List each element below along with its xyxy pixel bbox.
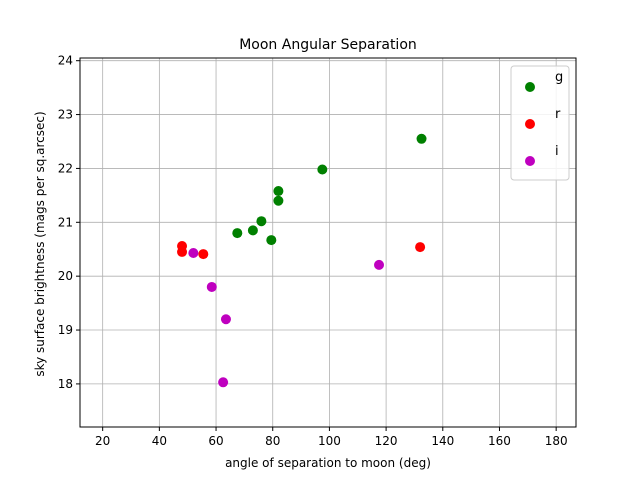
plot-frame (79, 57, 577, 428)
legend: g r i (510, 65, 570, 181)
x-tick-label: 80 (265, 434, 280, 448)
point-g (256, 216, 267, 227)
x-tick-label: 140 (431, 434, 454, 448)
y-tick-label: 20 (58, 269, 73, 283)
y-tick-label: 18 (58, 377, 73, 391)
point-r (415, 242, 426, 253)
x-tick-label: 160 (488, 434, 511, 448)
x-tick-label: 180 (545, 434, 568, 448)
chart-title: Moon Angular Separation (239, 37, 417, 53)
x-tick-label: 120 (375, 434, 398, 448)
point-i (188, 248, 199, 259)
legend-marker-r (525, 119, 535, 129)
point-g (266, 235, 277, 246)
point-i (220, 314, 231, 325)
point-g (416, 133, 427, 144)
point-g (273, 186, 284, 197)
point-g (247, 225, 258, 236)
y-tick-label: 19 (58, 323, 73, 337)
point-i (206, 281, 217, 292)
legend-label-g: g (555, 70, 563, 85)
point-g (317, 164, 328, 175)
point-g (273, 195, 284, 206)
x-tick-label: 60 (208, 434, 223, 448)
legend-box (510, 65, 570, 181)
point-r (198, 249, 209, 260)
x-tick-label: 100 (318, 434, 341, 448)
legend-marker-i (525, 156, 535, 166)
data-points (177, 133, 427, 388)
legend-label-r: r (555, 107, 561, 122)
legend-marker-g (525, 82, 535, 92)
point-r (177, 246, 188, 257)
point-g (232, 228, 243, 239)
point-i (218, 377, 229, 388)
point-i (374, 259, 385, 270)
y-tick-label: 21 (58, 215, 73, 229)
y-tick-label: 23 (58, 108, 73, 122)
x-tick-label: 20 (95, 434, 110, 448)
axes: 20 40 60 80 100 120 140 160 180 18 19 20 21 22 23 24 (58, 54, 577, 448)
x-tick-label: 40 (152, 434, 167, 448)
y-tick-label: 22 (58, 161, 73, 175)
legend-label-i: i (555, 144, 559, 159)
y-tick-label: 24 (58, 54, 73, 68)
x-axis-label: angle of separation to moon (deg) (225, 456, 431, 470)
y-axis-label: sky surface brightness (mags per sq.arcs… (33, 111, 47, 376)
